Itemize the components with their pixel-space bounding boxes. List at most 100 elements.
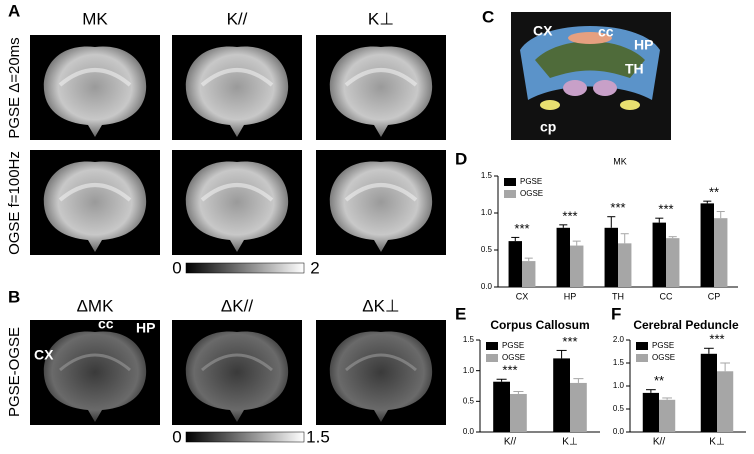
legend-swatch	[636, 342, 648, 350]
legend-swatch	[486, 342, 498, 350]
bar	[570, 382, 587, 432]
region-label: HP	[136, 320, 155, 336]
map-image	[28, 33, 162, 142]
y-tick-label: 2.0	[613, 335, 625, 344]
y-tick-label: 0.0	[613, 427, 625, 436]
row-label: PGSE-OGSE	[6, 327, 23, 417]
map-image	[314, 148, 448, 257]
region-label: CX	[34, 347, 54, 363]
significance: ***	[709, 332, 724, 347]
column-header: K//	[227, 9, 248, 28]
legend-label: PGSE	[652, 341, 674, 350]
chart-title: Corpus Callosum	[490, 318, 589, 332]
y-tick-label: 0.5	[613, 404, 625, 413]
colorbar	[185, 431, 305, 443]
bar	[508, 241, 522, 287]
x-tick-label: HP	[564, 291, 577, 301]
bar	[714, 218, 728, 287]
bar	[510, 393, 527, 432]
significance: ***	[610, 200, 625, 215]
legend-label: OGSE	[502, 353, 525, 362]
row-label: PGSE Δ=20ms	[6, 37, 23, 138]
atlas-image	[511, 12, 671, 140]
y-tick-label: 0.5	[463, 396, 475, 405]
map-image	[28, 148, 162, 257]
column-header: ΔK//	[221, 296, 253, 315]
panel-label: E	[455, 304, 466, 323]
column-header: ΔK⊥	[362, 296, 400, 315]
bar	[553, 358, 570, 432]
y-tick-label: 1.5	[613, 358, 625, 367]
y-tick-label: 1.5	[463, 335, 475, 344]
legend-swatch	[636, 354, 648, 362]
map-image	[28, 318, 162, 427]
bar	[652, 222, 666, 287]
bar	[700, 353, 717, 432]
panel-label: B	[8, 287, 20, 306]
region-label: CX	[533, 23, 553, 39]
significance: ***	[514, 221, 529, 236]
significance: ***	[562, 208, 577, 223]
bar	[618, 243, 632, 287]
legend-label: OGSE	[652, 353, 675, 362]
bar	[717, 371, 734, 432]
panel-label: D	[455, 149, 467, 168]
significance: **	[709, 185, 719, 200]
panel-label: C	[482, 7, 494, 26]
significance: ***	[562, 334, 577, 349]
map-image	[314, 33, 448, 142]
map-image	[170, 148, 304, 257]
bar	[556, 227, 570, 287]
legend-label: PGSE	[520, 177, 542, 186]
legend-swatch	[504, 178, 516, 186]
y-tick-label: 1.5	[481, 171, 493, 180]
legend-label: OGSE	[520, 189, 543, 198]
region-label: HP	[634, 37, 653, 53]
x-tick-label: CP	[708, 291, 721, 301]
x-tick-label: K⊥	[709, 437, 724, 448]
x-tick-label: TH	[612, 291, 624, 301]
panel-label: A	[8, 1, 20, 20]
colorbar-label: 2	[310, 258, 319, 277]
bar	[570, 245, 584, 287]
colorbar-label: 0	[172, 427, 181, 446]
panel-label: F	[611, 304, 621, 323]
column-header: ΔMK	[77, 296, 115, 315]
bar	[666, 238, 680, 287]
x-tick-label: CX	[516, 291, 529, 301]
chart-title: Cerebral Peduncle	[633, 318, 739, 332]
x-tick-label: K//	[504, 437, 516, 448]
y-tick-label: 1.0	[613, 381, 625, 390]
significance: ***	[658, 202, 673, 217]
bar	[522, 261, 536, 287]
x-tick-label: CC	[660, 291, 673, 301]
y-tick-label: 0.0	[463, 427, 475, 436]
colorbar-label: 0	[172, 258, 181, 277]
bar	[700, 203, 714, 287]
region-label: TH	[625, 61, 644, 77]
y-tick-label: 0.5	[481, 245, 493, 254]
region-label: cc	[598, 24, 614, 40]
bar	[493, 381, 510, 432]
chart-title: MK	[613, 156, 627, 166]
colorbar-label: 1.5	[306, 427, 330, 446]
y-tick-label: 0.0	[481, 282, 493, 291]
x-tick-label: K⊥	[562, 437, 577, 448]
map-image	[170, 318, 304, 427]
row-label: OGSE f=100Hz	[6, 151, 23, 255]
map-image	[170, 33, 304, 142]
colorbar	[185, 262, 305, 274]
significance: ***	[502, 363, 517, 378]
bar	[659, 399, 676, 432]
column-header: K⊥	[368, 9, 394, 28]
y-tick-label: 1.0	[481, 208, 493, 217]
map-image	[314, 318, 448, 427]
bar	[642, 392, 659, 432]
region-label: cp	[540, 119, 556, 135]
legend-swatch	[504, 190, 516, 198]
legend-swatch	[486, 354, 498, 362]
x-tick-label: K//	[653, 437, 665, 448]
legend-label: PGSE	[502, 341, 524, 350]
y-tick-label: 1.0	[463, 366, 475, 375]
